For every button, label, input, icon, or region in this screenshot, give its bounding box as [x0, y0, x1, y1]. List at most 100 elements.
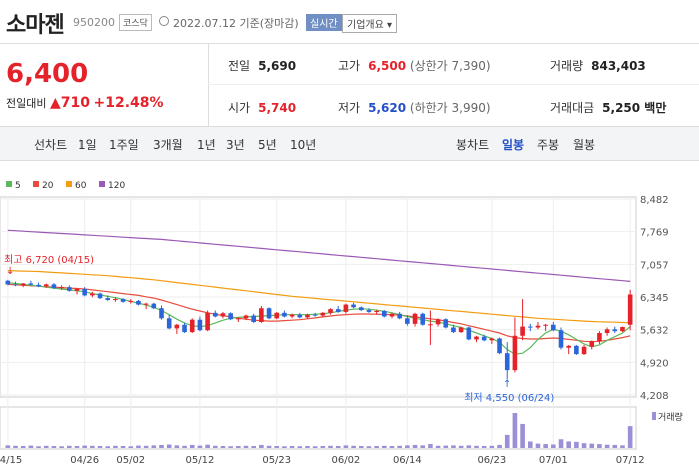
ma120-line: [7, 229, 631, 282]
volume-bar: [59, 446, 64, 448]
x-tick-label: 07/01: [539, 455, 568, 466]
volume-bar: [43, 445, 49, 448]
y-tick-label: 4,920: [640, 358, 669, 369]
x-tick-label: 04/26: [70, 455, 99, 466]
period-1y[interactable]: 1년: [197, 138, 216, 152]
period-10y[interactable]: 10년: [290, 138, 317, 152]
y-tick-label: 6,345: [640, 293, 669, 304]
volume-bar: [566, 441, 571, 448]
candle-body: [497, 338, 502, 354]
volume-bar: [604, 444, 610, 448]
candle-body: [82, 288, 87, 296]
price-summary: 6,400 전일대비 ▲710 +12.48% 전일 5,690 고가 6,500 …: [0, 44, 699, 127]
candle-body: [520, 326, 525, 336]
candle-body: [28, 283, 34, 285]
volume-bar: [297, 446, 303, 448]
volume-bar: [412, 444, 418, 448]
candle-body: [397, 313, 402, 319]
candle-body: [212, 312, 218, 317]
volume-bar: [558, 439, 564, 448]
volume-bar: [236, 446, 241, 448]
candle-body: [228, 313, 233, 320]
candle-body: [358, 307, 364, 311]
candle-body: [389, 313, 395, 317]
realtime-button[interactable]: 실시간: [306, 14, 342, 31]
volume-bar: [312, 446, 318, 448]
candle-body: [420, 313, 426, 325]
candle-body: [335, 309, 341, 312]
candle-body: [474, 336, 479, 340]
legend-label-20: 20: [42, 181, 54, 191]
axes: 8,482 7,769 7,057 6,345 5,632 4,920 4,208 04/15…: [0, 195, 669, 466]
volume-bar: [128, 446, 134, 448]
volume-bar: [474, 445, 479, 448]
current-price: 6,400: [6, 59, 89, 89]
legend-swatch-120: [99, 181, 105, 187]
candle-daily[interactable]: 일봉: [502, 138, 525, 152]
period-3y[interactable]: 3년: [226, 138, 245, 152]
period-1d[interactable]: 1일: [78, 138, 97, 152]
volume-bar: [397, 445, 402, 448]
candle-body: [97, 293, 103, 299]
candle-body: [589, 341, 595, 347]
volume-bar: [589, 443, 595, 448]
divider: [208, 84, 699, 85]
candle-body: [151, 303, 157, 309]
candle-body: [566, 345, 571, 348]
legend-swatch-60: [66, 181, 72, 187]
x-tick-label: 05/23: [262, 455, 291, 466]
volume-bar: [189, 444, 195, 448]
legend-label-60: 60: [75, 181, 87, 191]
candle-body: [220, 313, 226, 317]
period-1w[interactable]: 1주일: [109, 138, 139, 152]
volume-bar: [259, 444, 264, 448]
candle-body: [159, 308, 164, 319]
company-overview-dropdown[interactable]: 기업개요 ▾: [342, 14, 397, 33]
volume-bar: [266, 445, 272, 448]
volume-bar: [90, 445, 95, 448]
moving-averages: [7, 229, 631, 355]
volume-bar: [389, 446, 395, 448]
volume-bar: [305, 446, 310, 448]
high-arrow: ↓: [6, 266, 14, 277]
candle-body: [481, 336, 487, 341]
volume-bar: [382, 445, 387, 448]
volume-bar: [289, 446, 295, 448]
candle-body: [466, 327, 472, 340]
x-tick-label: 07/12: [616, 455, 645, 466]
y-tick-label: 4,208: [640, 391, 669, 402]
volume-bar: [504, 434, 510, 448]
candle-body: [551, 324, 556, 331]
volume-legend-label: 거래량: [658, 411, 683, 423]
volume-bar: [466, 445, 472, 448]
volume-bar: [151, 445, 157, 448]
volume-bar: [458, 445, 464, 448]
period-3m[interactable]: 3개월: [153, 138, 183, 152]
prev-close: 전일 5,690: [228, 59, 297, 73]
volume-bar: [343, 445, 349, 448]
candle-monthly[interactable]: 월봉: [573, 138, 596, 152]
period-5y[interactable]: 5년: [258, 138, 277, 152]
candle-body: [259, 308, 264, 322]
ma5-line: [7, 282, 631, 355]
stock-code: 950200: [73, 16, 115, 29]
volume-bar: [374, 446, 379, 448]
volume-frame: [0, 406, 637, 450]
candle-body: [458, 327, 464, 333]
candle-body: [143, 303, 149, 305]
candle-body: [320, 312, 326, 316]
volume-bar: [205, 444, 210, 448]
volume-bar: [581, 443, 587, 448]
volume-bar: [428, 444, 433, 448]
candle-weekly[interactable]: 주봉: [537, 138, 560, 152]
candle-body: [251, 315, 256, 322]
candle-body: [543, 324, 548, 326]
candle-body: [620, 327, 625, 332]
volume-bar: [405, 445, 410, 448]
high-annotation: 최고 6,720 (04/15): [4, 254, 94, 266]
volume-bar: [451, 445, 456, 448]
volume-bar: [136, 445, 141, 448]
candle-body: [189, 319, 195, 333]
volume-bar: [358, 446, 364, 448]
day-low: 저가 5,620 (하한가 3,990): [338, 101, 491, 115]
